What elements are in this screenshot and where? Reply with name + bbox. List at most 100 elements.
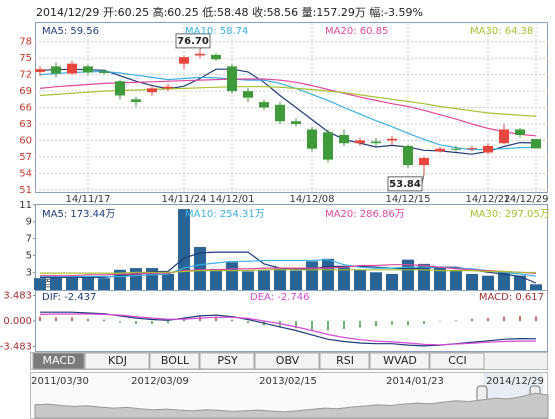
legend-entry: MA10: 58.74 xyxy=(185,26,248,37)
volume-bar xyxy=(226,262,238,290)
x-tick-label: 14/12/15 xyxy=(386,194,431,205)
y-tick-label: 54 xyxy=(19,168,32,179)
candle-body xyxy=(99,71,109,73)
x-tick-label: 14/12/01 xyxy=(210,194,255,205)
candle-body xyxy=(435,148,445,152)
legend-entry: MA30: 297.05万 xyxy=(470,209,550,220)
candle-body xyxy=(83,66,93,73)
candle-body xyxy=(115,81,125,96)
y-tick-label: 51 xyxy=(19,185,32,196)
volume-bar xyxy=(242,271,254,290)
y-tick-label: 66 xyxy=(19,103,32,114)
candle-body xyxy=(211,54,221,60)
ma-line xyxy=(40,264,537,277)
tab-label[interactable]: OBV xyxy=(276,354,300,367)
ma-line xyxy=(40,269,537,274)
tab-label[interactable]: WVAD xyxy=(383,354,417,367)
legend-entry: MA20: 286.86万 xyxy=(325,209,405,220)
y-tick-label: 11 xyxy=(19,200,32,211)
candle-body xyxy=(67,63,77,74)
candle-body xyxy=(323,132,333,160)
volume-bar xyxy=(178,209,190,290)
volume-bar xyxy=(162,273,174,290)
y-tick-label: -3.483 xyxy=(0,341,32,352)
candle-body xyxy=(419,158,429,166)
tab[interactable] xyxy=(199,352,255,370)
legend-entry: MA20: 60.85 xyxy=(325,26,388,37)
candle-body xyxy=(339,134,349,144)
navigator-date: 2011/03/30 xyxy=(31,376,89,387)
candle-body xyxy=(387,138,397,141)
volume-bar xyxy=(82,277,94,290)
candle-body xyxy=(35,69,45,72)
volume-bar xyxy=(322,258,334,290)
candle-body xyxy=(275,104,285,122)
candle-body xyxy=(163,86,173,89)
tab[interactable] xyxy=(149,352,200,370)
volume-bar xyxy=(338,267,350,290)
legend-entry: MA5: 173.44万 xyxy=(42,209,115,220)
tab-label[interactable]: KDJ xyxy=(108,354,127,367)
y-tick-label: 69 xyxy=(19,86,32,97)
candle-body xyxy=(51,66,61,74)
candle-body xyxy=(499,129,509,144)
candle-body xyxy=(131,99,141,103)
candle-body xyxy=(355,140,365,144)
navigator-date: 2013/02/15 xyxy=(259,376,317,387)
y-tick-label: 7 xyxy=(26,234,32,245)
annotation: 76.70 xyxy=(177,36,209,47)
volume-bar xyxy=(306,261,318,290)
volume-bar xyxy=(530,284,542,290)
volume-bar xyxy=(514,275,526,290)
candle-body xyxy=(403,145,413,166)
annotation: 53.84 xyxy=(389,179,421,190)
navigator-date: 2012/03/09 xyxy=(131,376,189,387)
x-tick-label: 14/11/24 xyxy=(162,194,207,205)
candle-body xyxy=(291,121,301,124)
tab-label[interactable]: CCI xyxy=(448,354,467,367)
tab[interactable] xyxy=(254,352,320,370)
y-tick-label: 5 xyxy=(26,250,32,261)
tab-label[interactable]: RSI xyxy=(336,354,354,367)
y-tick-label: 0.000 xyxy=(3,316,32,327)
header-info: 2014/12/29 开:60.25 高:60.25 低:58.48 收:58.… xyxy=(36,5,423,19)
candle-body xyxy=(307,129,317,149)
tab-label[interactable]: PSY xyxy=(217,354,238,367)
legend-entry: MA10: 254.31万 xyxy=(185,209,265,220)
volume-bar xyxy=(370,272,382,290)
tab[interactable] xyxy=(369,352,430,370)
candle-body xyxy=(483,145,493,153)
legend-entry: DIF: -2.437 xyxy=(42,292,96,303)
candle-body xyxy=(179,57,189,64)
x-tick-label: 14/12/29 xyxy=(504,194,549,205)
volume-bar xyxy=(466,273,478,290)
macd-panel xyxy=(35,290,548,352)
navigator-date: 2014/01/23 xyxy=(386,376,444,387)
candle-body xyxy=(243,91,253,98)
volume-bar xyxy=(66,276,78,290)
candle-body xyxy=(451,148,461,150)
y-tick-label: 60 xyxy=(19,135,32,146)
tab-label[interactable]: BOLL xyxy=(161,354,190,367)
candle-body xyxy=(195,53,205,56)
candle-body xyxy=(371,141,381,144)
candle-body xyxy=(515,129,525,135)
tab[interactable] xyxy=(319,352,370,370)
tab[interactable] xyxy=(32,352,85,370)
tab-label[interactable]: MACD xyxy=(43,354,76,367)
tab[interactable] xyxy=(429,352,485,370)
volume-bar xyxy=(274,268,286,290)
tab[interactable] xyxy=(84,352,150,370)
navigator-area xyxy=(34,392,549,419)
volume-bar xyxy=(98,278,110,290)
candle-body xyxy=(147,88,157,93)
candle-body xyxy=(259,102,269,108)
y-tick-label: 72 xyxy=(19,70,32,81)
legend-entry: MA30: 64.38 xyxy=(470,26,533,37)
ma-line xyxy=(40,258,537,278)
y-tick-label: 3 xyxy=(26,267,32,278)
legend-entry: MA5: 59.56 xyxy=(42,26,99,37)
candle-body xyxy=(227,66,237,92)
x-tick-label: 14/12/08 xyxy=(290,194,335,205)
